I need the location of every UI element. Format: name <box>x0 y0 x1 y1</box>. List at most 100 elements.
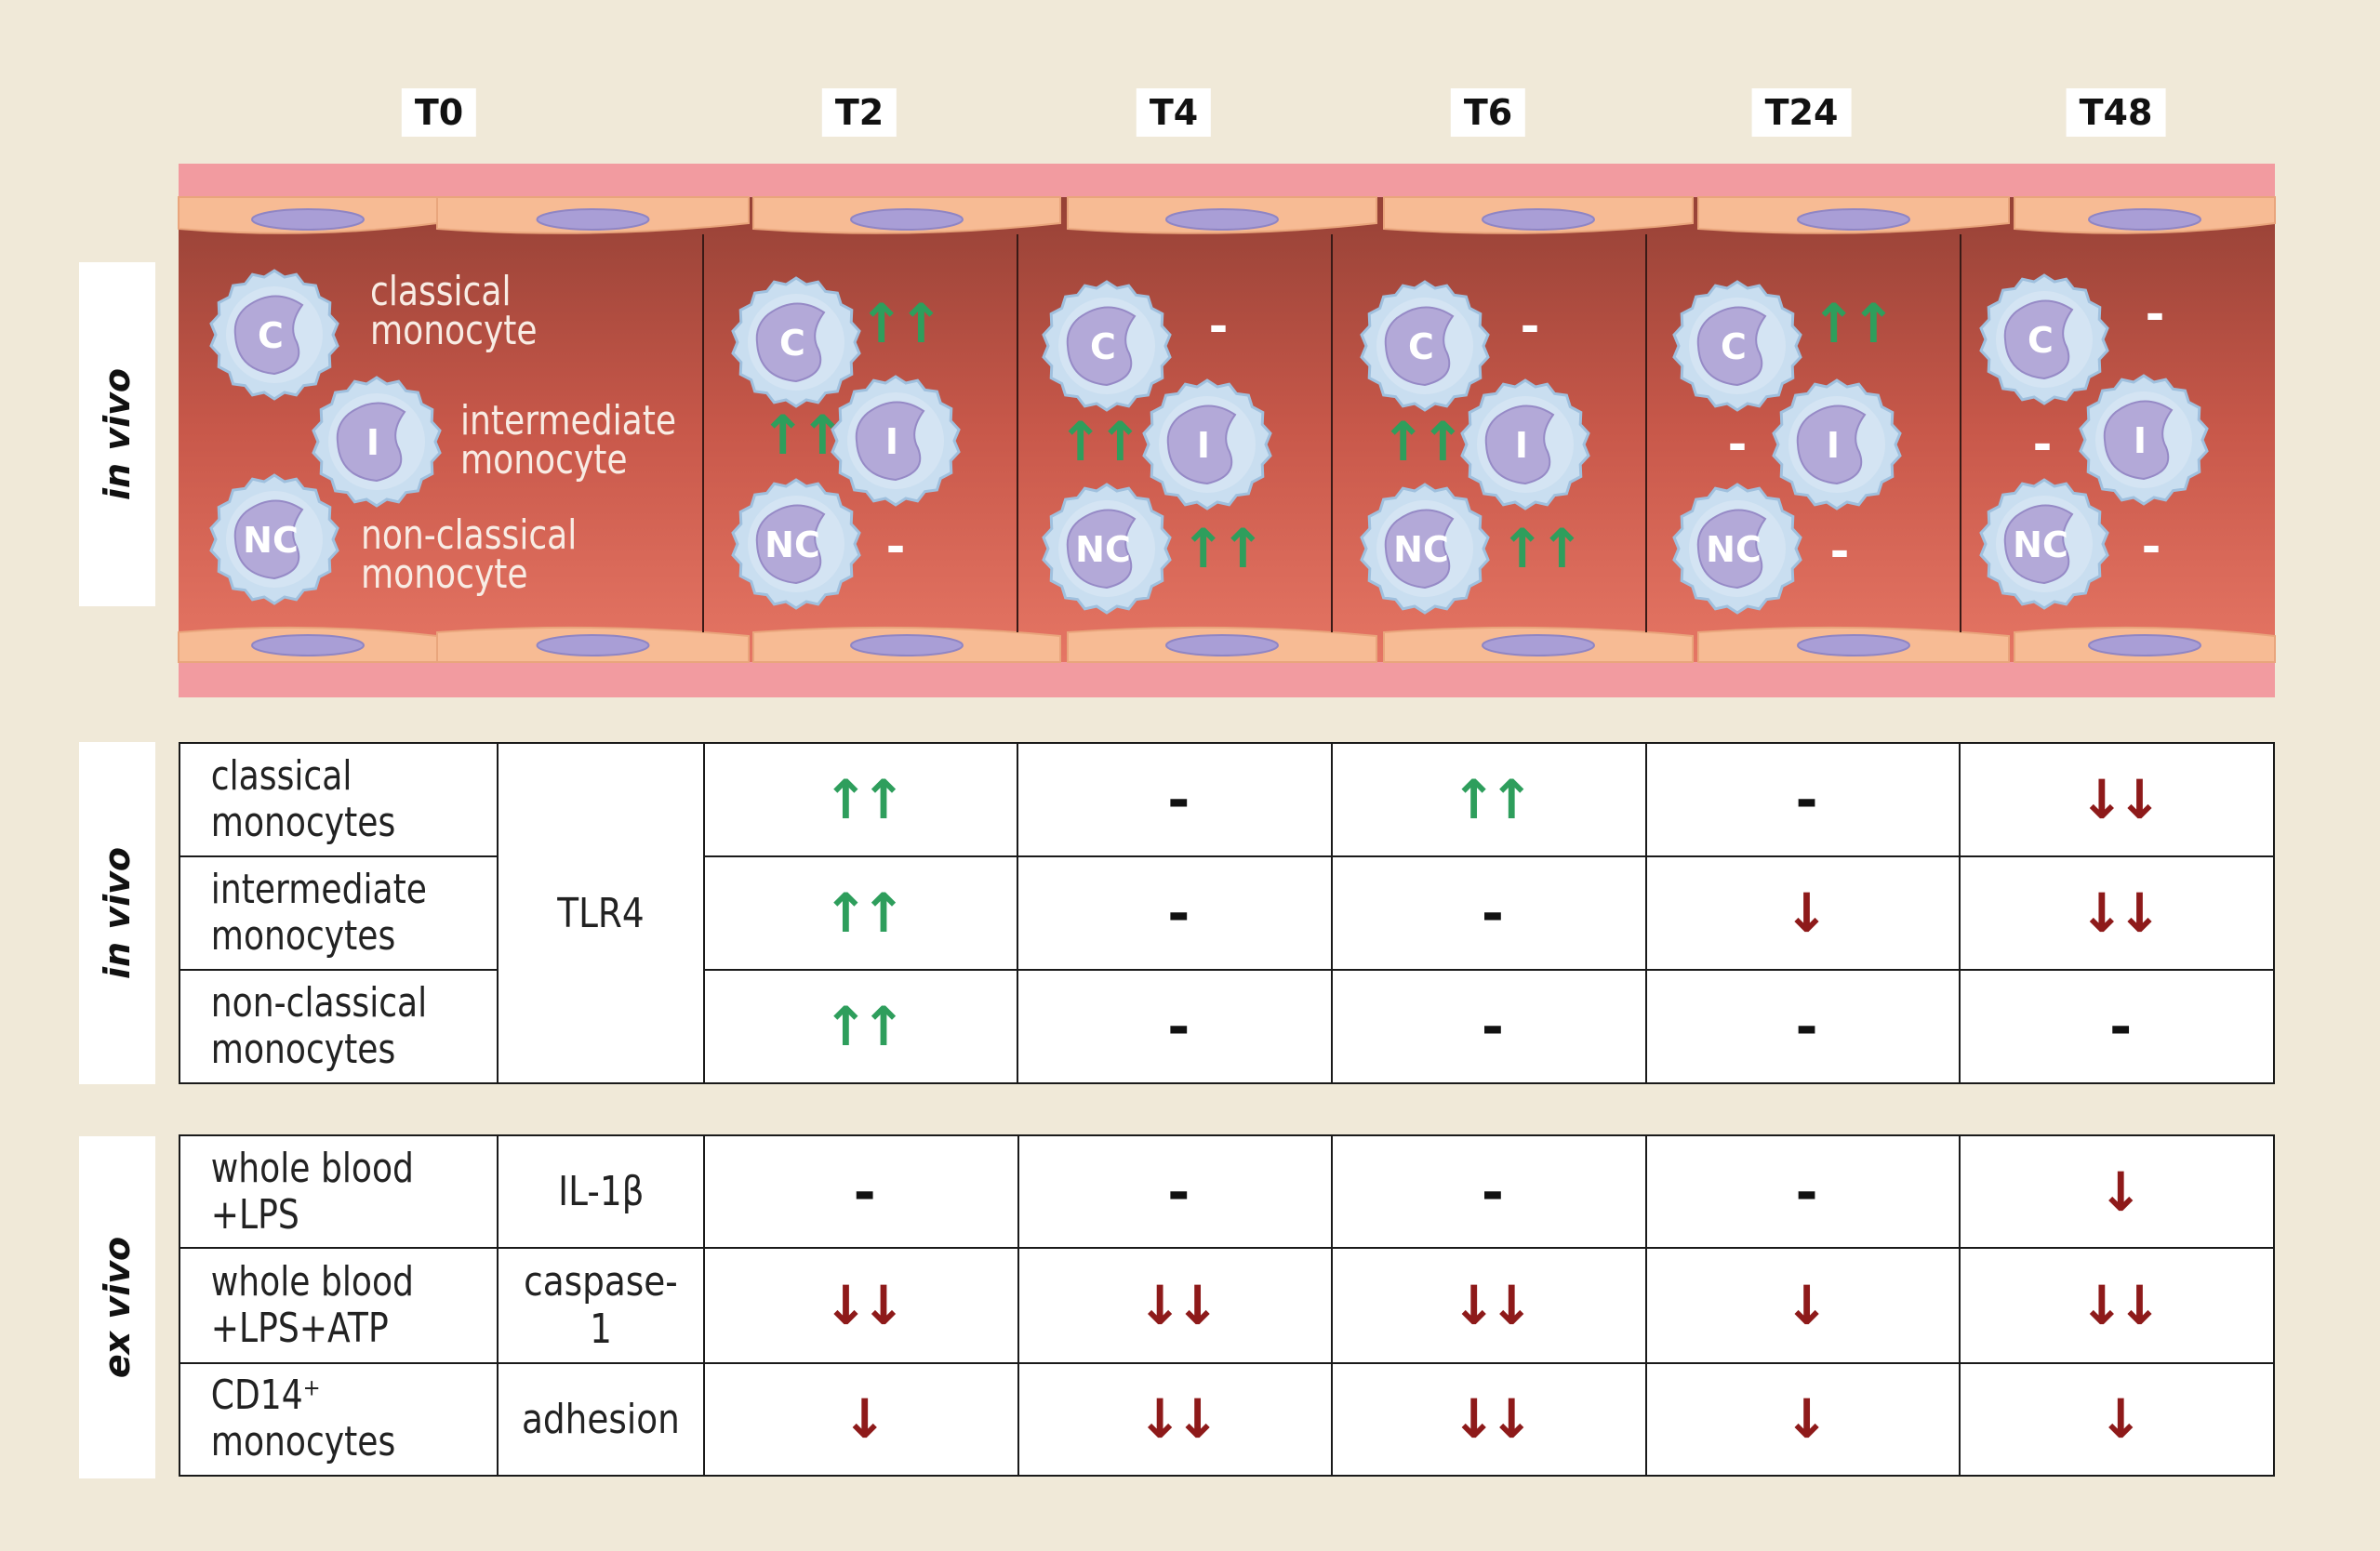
marker-t6-nc: ↑↑ <box>1499 517 1578 580</box>
exvivo-row-label: whole blood +LPS+ATP <box>179 1247 499 1364</box>
time-dividers <box>702 234 1961 632</box>
timepoint-header-t2: T2 <box>821 88 897 137</box>
nonclassical-monocyte-cell: NC <box>1360 483 1490 615</box>
endothelial-nucleus <box>1482 634 1595 656</box>
cell-nucleus <box>755 302 826 383</box>
cell-letter: NC <box>1075 529 1131 570</box>
nonclassical-monocyte-cell: NC <box>1979 478 2109 610</box>
marker-t2-c: ↑↑ <box>858 292 937 355</box>
exvivo-row: whole blood +LPS+ATP caspase-1 ↓↓ ↓↓ ↓↓ ↓ ↓↓ <box>179 1247 2275 1364</box>
cell-letter: NC <box>1393 529 1449 570</box>
marker-t48-c: - <box>2146 287 2165 341</box>
exvivo-value-t48: ↓↓ <box>1959 1247 2275 1364</box>
label-line: whole blood <box>210 1144 414 1192</box>
nonclassical-monocyte-cell: NC <box>1672 483 1802 615</box>
cell-letter: I <box>1515 425 1528 466</box>
exvivo-value-t48: ↓ <box>1959 1361 2275 1478</box>
exvivo-value-t6: - <box>1331 1133 1647 1250</box>
nonclassical-monocyte-cell: NC <box>731 478 861 610</box>
cell-letter: NC <box>243 520 299 561</box>
marker-t6-c: - <box>1521 299 1540 353</box>
classical-monocyte-cell: C <box>731 276 861 408</box>
cell-letter: NC <box>765 524 820 565</box>
side-label-vessel: in vivo <box>79 262 155 606</box>
exvivo-value-t4: - <box>1017 1133 1334 1250</box>
marker-t24-c: ↑↑ <box>1811 292 1890 355</box>
cell-nucleus <box>2003 504 2074 585</box>
exvivo-row-label: whole blood +LPS <box>179 1133 499 1250</box>
cell-letter: NC <box>2013 524 2068 565</box>
legend-classical: classical monocyte <box>370 269 538 354</box>
classical-monocyte-cell: C <box>1672 280 1802 412</box>
endothelial-nucleus <box>850 634 964 656</box>
cell-nucleus <box>1696 306 1767 387</box>
intermediate-monocyte-cell: I <box>1772 378 1902 510</box>
classical-monocyte-cell: C <box>1979 273 2109 405</box>
timepoint-header-t4: T4 <box>1136 88 1212 137</box>
cell-letter: C <box>258 315 284 356</box>
cell-nucleus <box>855 401 925 482</box>
tlr4-row-label: non-classical monocytes <box>179 969 499 1084</box>
label-line: +LPS <box>210 1190 299 1239</box>
classical-monocyte-cell: C <box>209 269 339 401</box>
tlr4-value-t6: ↑↑ <box>1331 742 1647 857</box>
tlr4-row: non-classical monocytes ↑↑ - - - - <box>179 969 2275 1084</box>
classical-monocyte-cell: C <box>1042 280 1172 412</box>
endothelial-nucleus <box>251 634 365 656</box>
endothelium-top <box>178 196 2276 234</box>
exvivo-value-t48: ↓ <box>1959 1133 2275 1250</box>
cell-letter: I <box>366 422 379 463</box>
marker-t24-i: - <box>1728 418 1748 471</box>
exvivo-value-t24: - <box>1644 1133 1961 1250</box>
exvivo-row: whole blood +LPS IL-1β - - - - ↓ <box>179 1133 2275 1250</box>
marker-t24-nc: - <box>1830 524 1850 578</box>
tlr4-value-t48: ↓↓ <box>1959 742 2275 857</box>
exvivo-table: whole blood +LPS IL-1β - - - - ↓ whole blood +LPS… <box>179 1133 2275 1478</box>
cell-letter: I <box>1827 425 1840 466</box>
blood-vessel-illustration: C I NC C I NC C I NC C I NC C I NC C I NC classical monocy… <box>178 164 2276 697</box>
label-line: classical <box>210 752 352 800</box>
label-line: +LPS+ATP <box>210 1304 389 1352</box>
cell-nucleus <box>1384 306 1455 387</box>
marker-t4-i: ↑↑ <box>1057 410 1137 473</box>
tlr4-value-t24: ↓ <box>1644 855 1961 971</box>
label-line: CD14⁺ <box>210 1372 321 1420</box>
endothelium-bottom <box>178 626 2276 663</box>
tlr4-value-t4: - <box>1017 855 1334 971</box>
tlr4-value-t48: ↓↓ <box>1959 855 2275 971</box>
tlr4-value-t2: ↑↑ <box>702 742 1019 857</box>
tlr4-value-t2: ↑↑ <box>702 855 1019 971</box>
exvivo-value-t24: ↓ <box>1644 1361 1961 1478</box>
cell-nucleus <box>233 295 304 376</box>
cell-letter: NC <box>1706 529 1762 570</box>
timepoint-header-t48: T48 <box>2066 88 2166 137</box>
marker-t2-i: ↑↑ <box>760 404 839 467</box>
cell-nucleus <box>1484 404 1555 485</box>
marker-t48-i: - <box>2033 418 2053 471</box>
cell-nucleus <box>1066 306 1137 387</box>
side-label-tlr: in vivo <box>79 742 155 1084</box>
vessel-wall-top <box>179 164 2275 197</box>
label-line: non-classical <box>210 979 428 1027</box>
cell-nucleus <box>1696 509 1767 590</box>
label-line: monocytes <box>210 799 396 846</box>
tlr4-value-t48: - <box>1959 969 2275 1084</box>
cell-legend: classical monocyte intermediate monocyte non… <box>361 269 676 598</box>
cell-letter: I <box>1197 425 1210 466</box>
label-line: whole blood <box>210 1257 414 1306</box>
monocyte-cells: C I NC C I NC C I NC C I NC C I NC C I NC <box>209 269 2209 615</box>
marker-t4-nc: ↑↑ <box>1180 517 1259 580</box>
classical-monocyte-cell: C <box>1360 280 1490 412</box>
endothelial-nucleus <box>536 208 650 231</box>
intermediate-monocyte-cell: I <box>1142 378 1272 510</box>
timepoint-header-t0: T0 <box>401 88 477 137</box>
intermediate-monocyte-cell: I <box>312 376 442 508</box>
endothelial-nucleus <box>251 208 365 231</box>
exvivo-marker-label: adhesion <box>496 1361 705 1478</box>
cell-letter: I <box>2134 420 2147 461</box>
marker-t48-nc: - <box>2142 520 2161 574</box>
side-label-exvivo: ex vivo <box>79 1136 155 1478</box>
endothelial-nucleus <box>850 208 964 231</box>
label-line: monocytes <box>210 912 396 960</box>
tlr4-row: intermediate monocytes ↑↑ - - ↓ ↓↓ <box>179 855 2275 971</box>
